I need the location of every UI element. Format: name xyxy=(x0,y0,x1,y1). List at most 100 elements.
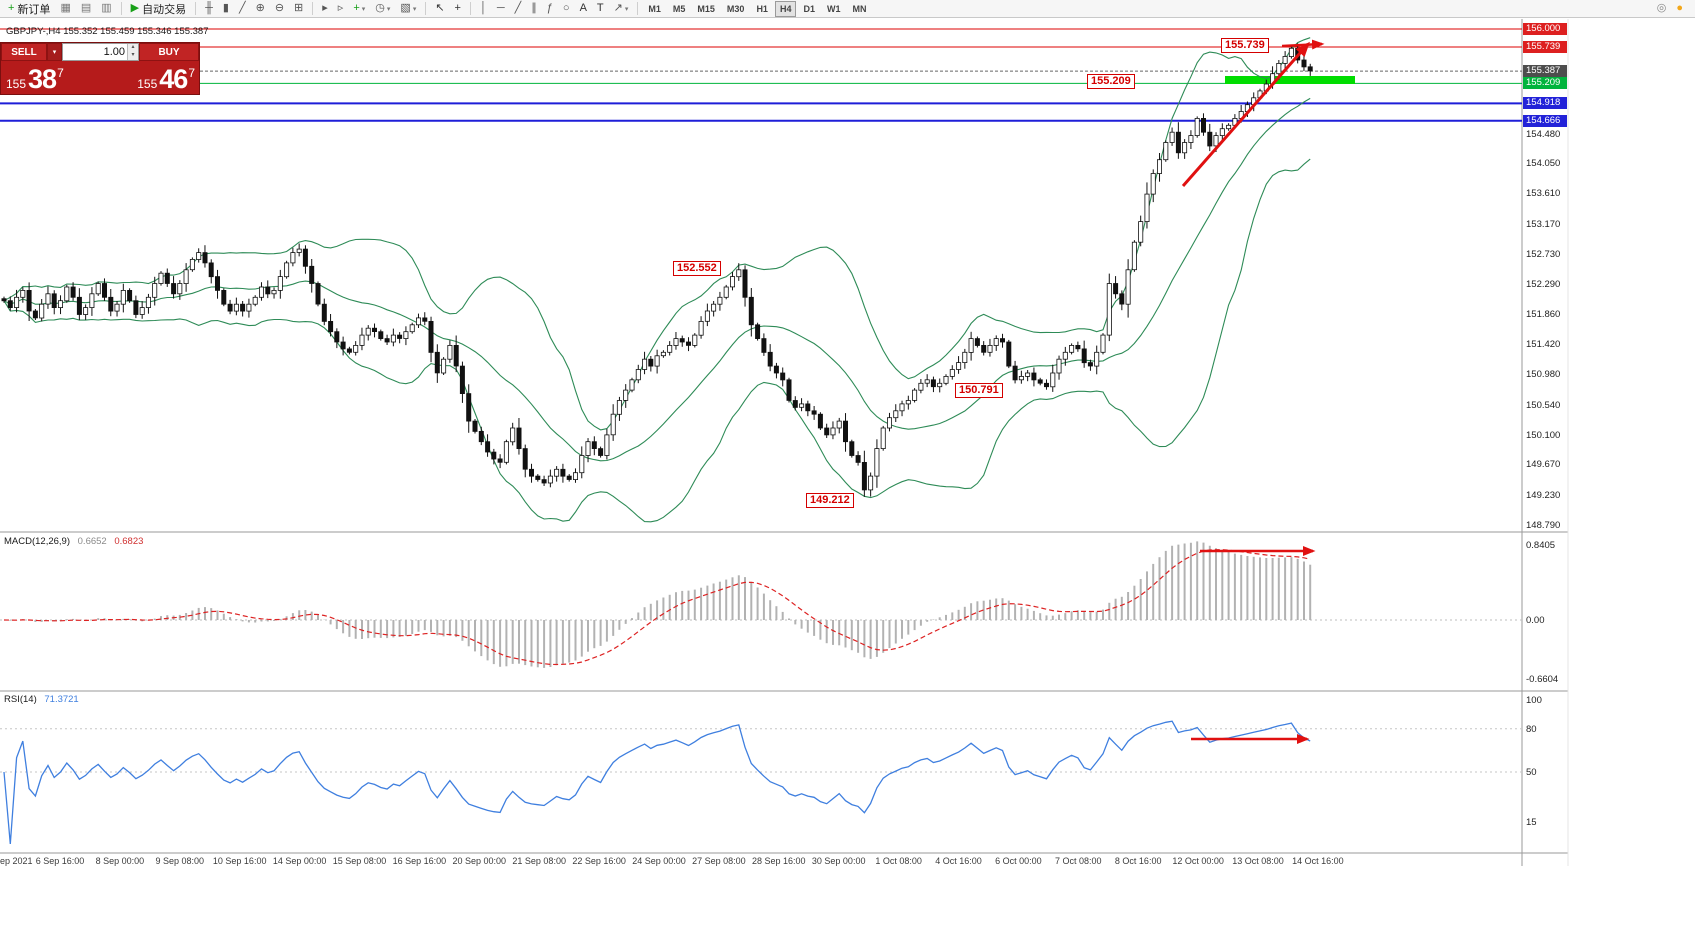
toolbar-separator xyxy=(195,2,197,15)
horizontal-line-icon: ─ xyxy=(496,2,505,14)
toolbar: + 新订单 ▦ ▤ ▥ ▶ 自动交易 ╫ ▮ ╱ ⊕ ⊖ ⊞ ▸ ▹ + ▾ ◷ ▾ ▧ ▾ ↖ + │ ─ ╱ ∥ ƒ ○ A T ↗ ▾ M1… xyxy=(0,0,1695,18)
candlestick-chart-icon[interactable]: ▮ xyxy=(219,1,233,16)
timeframe-m5-button[interactable]: M5 xyxy=(672,3,686,14)
auto-scroll-icon[interactable]: ▸ xyxy=(318,1,332,16)
buy-price-prefix: 155 xyxy=(137,77,158,91)
timeframe-mn-button[interactable]: MN xyxy=(852,3,867,14)
zoom-in-icon[interactable]: ⊕ xyxy=(252,1,269,16)
fibonacci-icon[interactable]: ƒ xyxy=(543,1,557,16)
auto-trading-icon: ▶ xyxy=(130,2,140,14)
volume-value[interactable]: 1.00 xyxy=(103,46,125,58)
toolbar-separator xyxy=(637,2,639,15)
macd-name: MACD(12,26,9) xyxy=(4,536,70,547)
mql-community-icon: ● xyxy=(1676,2,1683,14)
timeframe-d1-button[interactable]: D1 xyxy=(803,3,815,14)
macd-indicator-label: MACD(12,26,9) 0.6652 0.6823 xyxy=(4,536,143,547)
zoom-out-icon[interactable]: ⊖ xyxy=(271,1,288,16)
timeframe-m30-button[interactable]: M30 xyxy=(726,3,745,14)
search-icon[interactable]: ◎ xyxy=(1653,1,1671,16)
text-label-icon[interactable]: T xyxy=(593,1,608,16)
trendline-icon[interactable]: ╱ xyxy=(511,1,526,16)
macd-signal-value: 0.6823 xyxy=(114,536,144,547)
cursor-icon[interactable]: ↖ xyxy=(431,1,448,16)
timeframe-m1-button[interactable]: M1 xyxy=(648,3,661,14)
toolbar-separator xyxy=(469,2,471,15)
trendline-icon: ╱ xyxy=(514,2,522,14)
sell-price[interactable]: 155387 xyxy=(6,66,64,93)
templates-icon[interactable]: ▧ ▾ xyxy=(396,1,420,16)
one-click-trading-panel: SELL ▾ 1.00 ▴ ▾ BUY 155387 155467 xyxy=(0,42,200,95)
buy-price-sup: 7 xyxy=(188,66,195,80)
market-watch-icon[interactable]: ▥ xyxy=(97,1,115,16)
buy-price-big: 46 xyxy=(159,64,188,94)
volume-stepper: ▴ ▾ xyxy=(127,44,138,60)
zoom-in-icon: ⊕ xyxy=(255,2,265,14)
dropdown-arrow-icon: ▾ xyxy=(624,5,629,13)
auto-trading-button[interactable]: ▶ 自动交易 xyxy=(127,1,190,16)
volume-field[interactable]: 1.00 ▴ ▾ xyxy=(62,43,139,61)
tile-windows-icon: ⊞ xyxy=(294,2,304,14)
crosshair-icon[interactable]: + xyxy=(451,1,465,16)
dropdown-arrow-icon: ▾ xyxy=(361,5,366,13)
rsi-value: 71.3721 xyxy=(44,694,79,705)
arrows-tool-icon[interactable]: ↗ ▾ xyxy=(610,1,633,16)
order-options-dropdown[interactable]: ▾ xyxy=(47,43,62,61)
sell-price-prefix: 155 xyxy=(6,77,27,91)
timeframe-m15-button[interactable]: M15 xyxy=(697,3,715,14)
rsi-indicator-label: RSI(14) 71.3721 xyxy=(4,694,79,705)
candlestick-chart-icon: ▮ xyxy=(222,2,229,14)
volume-decrease-button[interactable]: ▾ xyxy=(128,52,138,60)
cursor-icon: ↖ xyxy=(435,2,445,14)
chart-window-icon: ▦ xyxy=(60,2,71,14)
indicators-icon[interactable]: + ▾ xyxy=(349,1,369,16)
shapes-icon: ○ xyxy=(562,2,570,14)
rsi-name: RSI(14) xyxy=(4,694,37,705)
timeframe-w1-button[interactable]: W1 xyxy=(826,3,841,14)
search-icon: ◎ xyxy=(1656,2,1667,14)
text-icon[interactable]: A xyxy=(576,1,591,16)
toolbar-separator xyxy=(312,2,314,15)
toolbar-separator xyxy=(120,2,122,15)
trade-panel-prices: 155387 155467 xyxy=(1,61,199,94)
channel-icon[interactable]: ∥ xyxy=(527,1,541,16)
text-icon: A xyxy=(579,2,587,14)
new-order-button[interactable]: + 新订单 xyxy=(4,1,54,16)
dropdown-arrow-icon: ▾ xyxy=(386,5,391,13)
periods-icon: ◷ xyxy=(375,2,385,14)
buy-button[interactable]: BUY xyxy=(139,43,199,61)
horizontal-line-icon[interactable]: ─ xyxy=(493,1,509,16)
mql-community-icon[interactable]: ● xyxy=(1672,1,1687,16)
chart-window-icon[interactable]: ▦ xyxy=(56,1,74,16)
vertical-line-icon[interactable]: │ xyxy=(476,1,491,16)
shapes-icon[interactable]: ○ xyxy=(559,1,574,16)
chevron-down-icon: ▾ xyxy=(52,49,57,56)
zoom-out-icon: ⊖ xyxy=(274,2,285,14)
volume-increase-button[interactable]: ▴ xyxy=(128,44,138,52)
trade-panel-controls: SELL ▾ 1.00 ▴ ▾ BUY xyxy=(1,43,199,61)
periods-icon[interactable]: ◷ ▾ xyxy=(371,1,394,16)
bars-chart-icon[interactable]: ╫ xyxy=(201,1,217,16)
auto-trading-button-label: 自动交易 xyxy=(142,3,187,16)
timeframe-h4-button[interactable]: H4 xyxy=(774,0,797,17)
channel-icon: ∥ xyxy=(531,2,537,14)
tile-windows-icon[interactable]: ⊞ xyxy=(290,1,307,16)
new-order-icon: + xyxy=(8,2,15,14)
templates-icon: ▧ xyxy=(400,2,411,14)
fibonacci-icon: ƒ xyxy=(546,2,553,14)
chart-shift-icon[interactable]: ▹ xyxy=(334,1,348,16)
macd-main-value: 0.6652 xyxy=(77,536,107,547)
line-chart-icon[interactable]: ╱ xyxy=(235,1,250,16)
chart-shift-icon: ▹ xyxy=(337,2,344,14)
vertical-line-icon: │ xyxy=(479,2,487,14)
profiles-icon[interactable]: ▤ xyxy=(77,1,95,16)
timeframe-h1-button[interactable]: H1 xyxy=(756,3,768,14)
chart-symbol-title: GBPJPY-,H4 155.352 155.459 155.346 155.3… xyxy=(6,26,209,37)
sell-price-sup: 7 xyxy=(57,66,64,80)
indicators-icon: + xyxy=(353,2,360,14)
auto-scroll-icon: ▸ xyxy=(322,2,328,14)
profiles-icon: ▤ xyxy=(80,2,92,14)
sell-button[interactable]: SELL xyxy=(1,43,47,61)
buy-price[interactable]: 155467 xyxy=(137,64,195,94)
arrows-tool-icon: ↗ xyxy=(613,2,623,14)
